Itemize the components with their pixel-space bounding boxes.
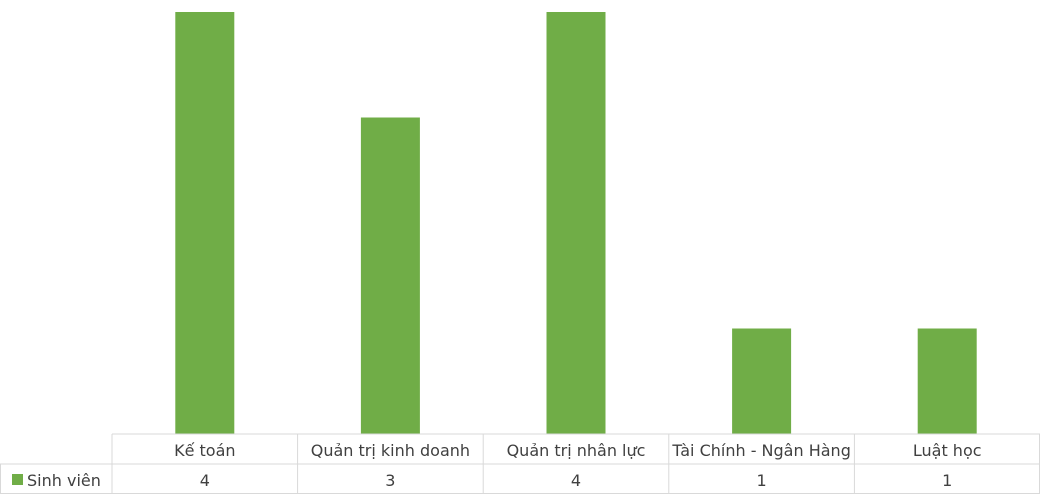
bar-1 <box>360 117 420 434</box>
category-label-2: Quản trị nhân lực <box>507 441 646 460</box>
bar-0 <box>175 12 235 434</box>
value-label-0: 4 <box>200 471 210 490</box>
category-label-0: Kế toán <box>174 441 235 460</box>
value-label-3: 1 <box>757 471 767 490</box>
bar-3 <box>732 328 792 434</box>
legend-swatch <box>12 474 23 485</box>
bar-2 <box>546 12 606 434</box>
bars-layer <box>175 12 977 434</box>
category-label-1: Quản trị kinh doanh <box>311 441 470 460</box>
value-label-1: 3 <box>385 471 395 490</box>
value-label-4: 1 <box>942 471 952 490</box>
data-table: Kế toán Quản trị kinh doanh Quản trị nhân … <box>0 433 1040 494</box>
category-label-4: Luật học <box>913 441 982 460</box>
category-label-3: Tài Chính - Ngân Hàng <box>671 441 851 460</box>
series-name-label: Sinh viên <box>27 471 101 490</box>
value-label-2: 4 <box>571 471 581 490</box>
bar-4 <box>917 328 977 434</box>
